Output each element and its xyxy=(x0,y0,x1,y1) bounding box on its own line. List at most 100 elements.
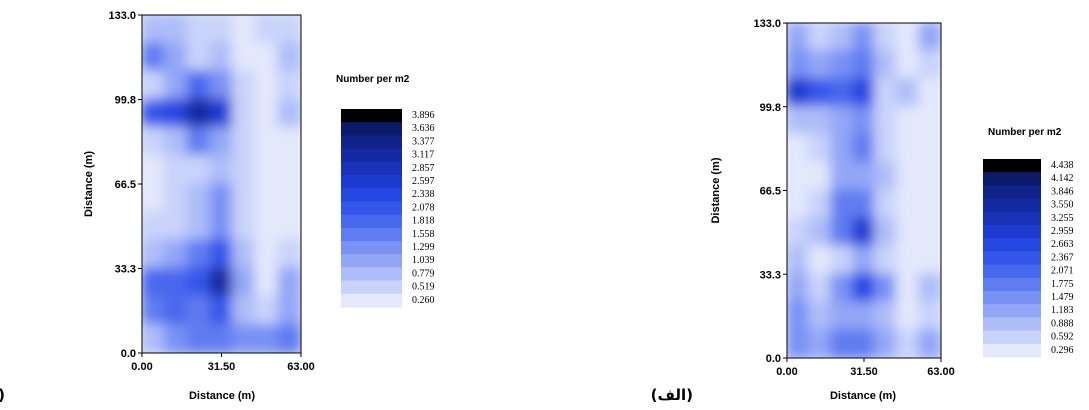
legend-swatch xyxy=(983,304,1041,318)
contour-cell xyxy=(808,329,832,358)
contour-cell xyxy=(787,23,810,52)
contour-cell xyxy=(142,154,166,185)
contour-cell xyxy=(254,323,280,353)
contour-cell xyxy=(896,273,920,304)
y-tick-label: 0.0 xyxy=(766,353,781,365)
legend-label: 4.438 xyxy=(1051,160,1074,171)
contour-cell xyxy=(231,98,257,129)
legend-label: 0.296 xyxy=(1051,345,1074,356)
contour-cell xyxy=(277,98,301,129)
contour-cell xyxy=(142,126,166,157)
contour-cell xyxy=(186,70,212,101)
legend-swatch xyxy=(983,159,1041,173)
contour-cell xyxy=(896,189,920,220)
contour-cell xyxy=(787,245,810,276)
y-tick-label: 133.0 xyxy=(108,10,136,22)
contour-cell xyxy=(254,183,280,214)
contour-cell xyxy=(808,133,832,164)
legend-swatch xyxy=(983,251,1041,266)
legend-swatch xyxy=(341,280,402,295)
contour-cell xyxy=(852,245,876,276)
contour-cell xyxy=(277,295,301,326)
contour-cell xyxy=(852,273,876,304)
contour-cell xyxy=(277,239,301,270)
contour-cell xyxy=(254,126,280,157)
legend-label: 0.260 xyxy=(412,295,435,306)
legend-swatch xyxy=(341,201,402,216)
y-axis-title: Distance (m) xyxy=(83,151,95,217)
contour-cell xyxy=(231,183,257,214)
contour-cell xyxy=(830,329,854,358)
panel-letter: (الف) xyxy=(651,386,693,404)
contour-cell xyxy=(874,217,898,248)
contour-cell xyxy=(808,189,832,220)
contour-cell xyxy=(163,183,189,214)
contour-cell xyxy=(186,126,212,157)
contour-cell xyxy=(852,161,876,192)
contour-cell xyxy=(787,273,810,304)
contour-cell xyxy=(874,133,898,164)
contour-cell xyxy=(918,77,941,108)
legend-label: 3.255 xyxy=(1051,213,1074,224)
contour-cell xyxy=(142,239,166,270)
contour-cell xyxy=(277,15,301,45)
contour-cell xyxy=(209,239,234,270)
legend-label: 1.775 xyxy=(1051,279,1074,290)
legend-label: 2.663 xyxy=(1051,239,1074,250)
contour-cell xyxy=(896,133,920,164)
contour-cell xyxy=(918,245,941,276)
legend-swatch xyxy=(983,330,1041,345)
contour-cell xyxy=(874,273,898,304)
contour-cell xyxy=(254,98,280,129)
contour-cell xyxy=(787,49,810,80)
contour-cell xyxy=(808,217,832,248)
contour-cell xyxy=(787,133,810,164)
contour-cell xyxy=(186,267,212,298)
contour-cell xyxy=(852,133,876,164)
contour-cell xyxy=(852,77,876,108)
contour-cell xyxy=(918,23,941,52)
x-tick-label: 0.00 xyxy=(131,361,152,373)
contour-cell xyxy=(209,267,234,298)
contour-cell xyxy=(787,329,810,358)
contour-cell xyxy=(231,126,257,157)
contour-cell xyxy=(231,15,257,45)
contour-cell xyxy=(163,42,189,73)
y-tick-label: 33.3 xyxy=(115,264,136,276)
contour-cell xyxy=(231,239,257,270)
contour-cell xyxy=(186,183,212,214)
x-tick-label: 0.00 xyxy=(776,366,797,378)
contour-cell xyxy=(874,245,898,276)
contour-cell xyxy=(163,98,189,129)
contour-cell xyxy=(874,301,898,332)
contour-cell xyxy=(277,211,301,242)
contour-cell xyxy=(808,23,832,52)
contour-cell xyxy=(186,154,212,185)
contour-cell xyxy=(896,49,920,80)
contour-cell xyxy=(186,15,212,45)
legend-label: 0.519 xyxy=(412,282,435,293)
legend-swatch xyxy=(341,175,402,189)
contour-cell xyxy=(186,211,212,242)
contour-cell xyxy=(186,295,212,326)
legend-swatch xyxy=(983,225,1041,239)
legend-label: 2.367 xyxy=(1051,252,1074,263)
contour-cell xyxy=(163,70,189,101)
contour-cell xyxy=(142,70,166,101)
x-tick-label: 31.50 xyxy=(208,361,236,373)
contour-cell xyxy=(830,301,854,332)
legend-swatch xyxy=(983,317,1041,332)
contour-cell xyxy=(852,189,876,220)
contour-cell xyxy=(254,295,280,326)
contour-cell xyxy=(918,273,941,304)
contour-cell xyxy=(186,239,212,270)
legend-label: 2.338 xyxy=(412,189,435,200)
contour-cell xyxy=(209,323,234,353)
legend-title: Number per m2 xyxy=(336,74,410,85)
contour-cell xyxy=(231,267,257,298)
contour-cell xyxy=(830,245,854,276)
legend-swatch xyxy=(983,198,1041,213)
contour-cell xyxy=(254,70,280,101)
contour-cell xyxy=(277,154,301,185)
legend-swatch xyxy=(341,214,402,229)
